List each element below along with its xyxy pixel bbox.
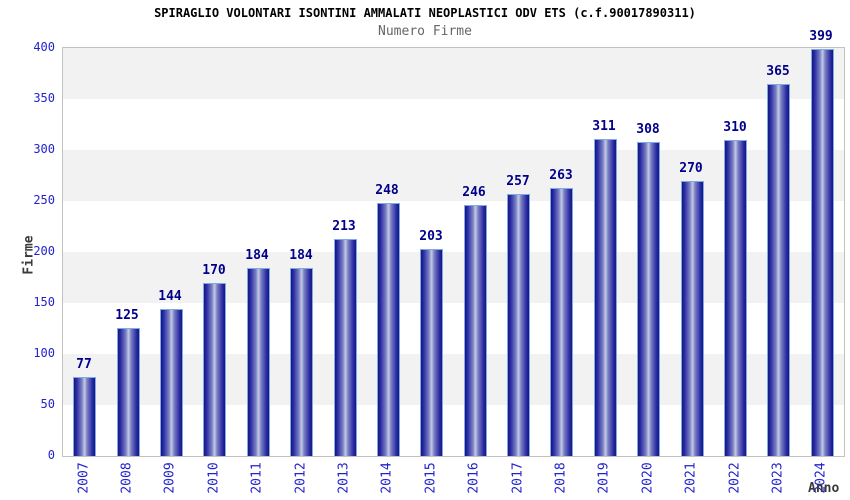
bar	[811, 49, 834, 456]
x-tick-label: 2008	[119, 462, 135, 494]
x-tick-label: 2019	[596, 462, 612, 494]
bar-value-label: 248	[375, 183, 399, 198]
bar-value-label: 311	[592, 119, 616, 134]
bar-value-label: 170	[202, 263, 226, 278]
bar	[290, 268, 313, 456]
chart-title: SPIRAGLIO VOLONTARI ISONTINI AMMALATI NE…	[154, 6, 696, 20]
bar-value-label: 270	[679, 161, 703, 176]
chart-subtitle: Numero Firme	[378, 24, 472, 39]
x-tick-label: 2022	[727, 462, 743, 494]
bar	[550, 188, 573, 456]
bar-value-label: 184	[245, 248, 269, 263]
x-tick-label: 2013	[336, 462, 352, 494]
gridline-band	[63, 201, 844, 252]
y-tick-label: 0	[47, 448, 55, 462]
plot-area	[62, 47, 845, 457]
bar	[160, 309, 183, 456]
bar	[681, 181, 704, 456]
gridline-band	[63, 303, 844, 354]
y-axis-label: Firme	[21, 235, 37, 275]
y-tick-label: 400	[33, 40, 55, 54]
bar-value-label: 213	[332, 219, 356, 234]
x-tick-label: 2023	[770, 462, 786, 494]
bar	[334, 239, 357, 456]
bar-value-label: 77	[76, 357, 92, 372]
x-tick-label: 2020	[640, 462, 656, 494]
y-tick-label: 250	[33, 193, 55, 207]
bar	[637, 142, 660, 456]
gridline-band	[63, 48, 844, 99]
gridline-band	[63, 99, 844, 150]
y-tick-label: 200	[33, 244, 55, 258]
x-tick-label: 2009	[162, 462, 178, 494]
bar	[203, 283, 226, 456]
bar-value-label: 263	[549, 168, 573, 183]
x-tick-label: 2018	[553, 462, 569, 494]
bar	[464, 205, 487, 456]
bar	[73, 377, 96, 456]
bar	[377, 203, 400, 456]
x-axis-label: Anno	[808, 481, 840, 496]
gridline-band	[63, 252, 844, 303]
bar-value-label: 308	[636, 122, 660, 137]
gridline-band	[63, 150, 844, 201]
x-tick-label: 2021	[683, 462, 699, 494]
bar	[594, 139, 617, 456]
bar-value-label: 246	[462, 185, 486, 200]
bar	[420, 249, 443, 456]
x-tick-label: 2012	[293, 462, 309, 494]
bar-value-label: 257	[506, 174, 530, 189]
bar	[767, 84, 790, 456]
bar	[724, 140, 747, 456]
bar-value-label: 125	[115, 308, 139, 323]
x-tick-label: 2010	[206, 462, 222, 494]
bar	[117, 328, 140, 456]
y-tick-label: 350	[33, 91, 55, 105]
x-tick-label: 2007	[76, 462, 92, 494]
x-tick-label: 2011	[249, 462, 265, 494]
y-tick-label: 100	[33, 346, 55, 360]
y-tick-label: 50	[40, 397, 55, 411]
bar-value-label: 310	[723, 120, 747, 135]
y-tick-label: 150	[33, 295, 55, 309]
bar-value-label: 184	[289, 248, 313, 263]
x-tick-label: 2015	[423, 462, 439, 494]
bar-value-label: 399	[809, 29, 833, 44]
gridline-band	[63, 405, 844, 456]
bar	[247, 268, 270, 456]
bar-value-label: 203	[419, 229, 443, 244]
gridline-band	[63, 354, 844, 405]
bar-value-label: 365	[766, 64, 790, 79]
x-tick-label: 2016	[466, 462, 482, 494]
x-tick-label: 2017	[510, 462, 526, 494]
x-tick-label: 2014	[379, 462, 395, 494]
bar	[507, 194, 530, 456]
bar-value-label: 144	[158, 289, 182, 304]
y-tick-label: 300	[33, 142, 55, 156]
